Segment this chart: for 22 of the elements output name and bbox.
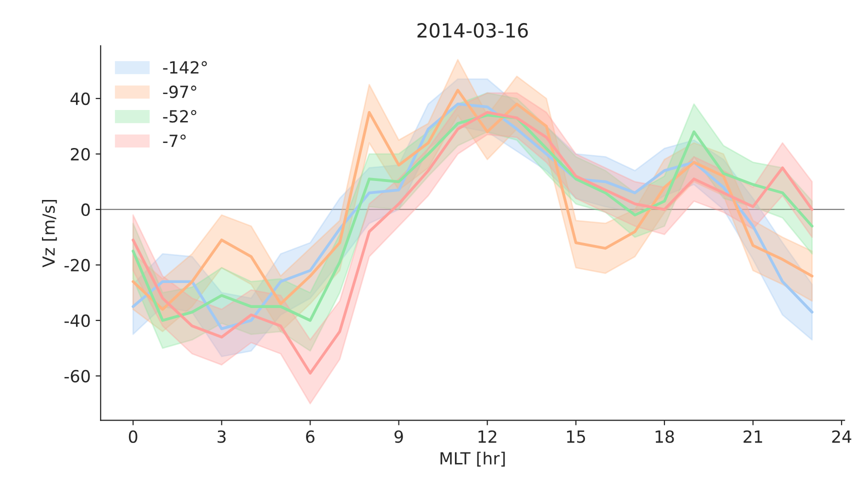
y-tick-label: -40	[64, 314, 90, 328]
legend-label: -7°	[163, 134, 186, 147]
x-tick-label: 18	[656, 430, 674, 443]
y-tick-label: -60	[64, 370, 90, 382]
y-tick-label: 40	[70, 92, 90, 106]
x-tick-label: 6	[306, 430, 314, 443]
x-tick-label: 21	[744, 430, 762, 443]
x-axis-title: MLT [hr]	[440, 452, 505, 467]
x-tick-label: 9	[394, 430, 403, 443]
legend-label: -97°	[163, 86, 196, 98]
chart-title: 2014-03-16	[417, 23, 528, 38]
y-axis-title: Vz [m/s]	[42, 200, 57, 268]
y-tick-label: -20	[64, 258, 90, 272]
y-tick-label: 0	[81, 203, 90, 216]
x-tick-label: 12	[478, 430, 496, 443]
legend-label: -142°	[163, 61, 207, 74]
x-tick-label: 3	[218, 430, 226, 443]
y-tick-label: 20	[70, 148, 90, 161]
x-tick-label: 24	[832, 430, 852, 443]
x-tick-label: 15	[567, 430, 586, 443]
x-tick-label: 0	[128, 430, 138, 443]
legend-label: -52°	[163, 110, 196, 123]
